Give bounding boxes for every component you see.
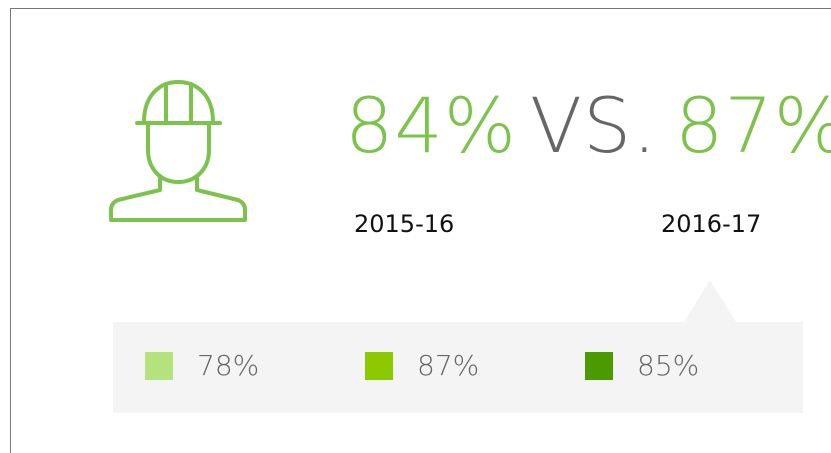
- legend-value: 78%: [197, 349, 260, 382]
- legend-swatch: [145, 352, 173, 380]
- legend-swatch: [365, 352, 393, 380]
- period-second: 2016-17: [661, 210, 762, 238]
- stat-second: 87%: [675, 81, 831, 170]
- frame: [10, 8, 831, 453]
- period-first: 2015-16: [354, 210, 455, 238]
- legend-swatch: [585, 352, 613, 380]
- legend-panel: [113, 322, 803, 413]
- legend-value: 87%: [417, 349, 480, 382]
- stat-first: 84%: [345, 81, 517, 170]
- pointer: [684, 280, 736, 322]
- legend-value: 85%: [637, 349, 700, 382]
- separator: VS.: [530, 81, 658, 170]
